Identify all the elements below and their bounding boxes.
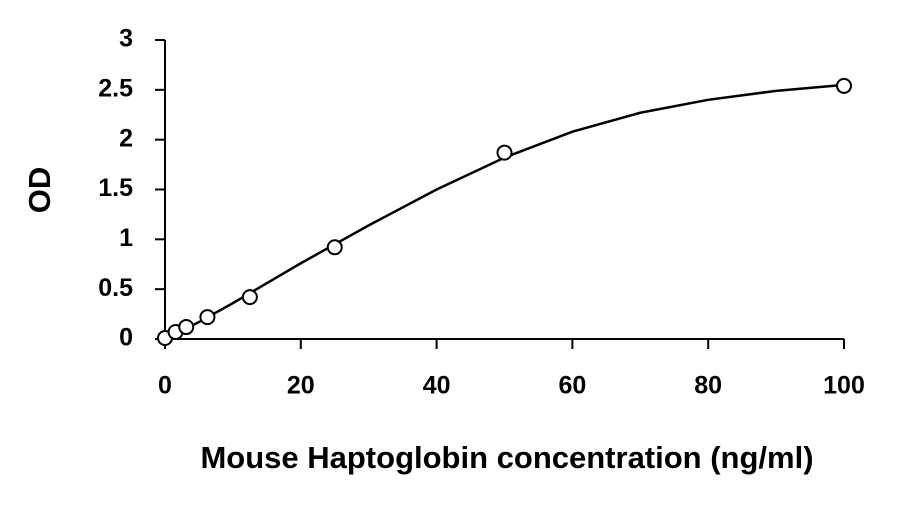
x-tick-label: 0 xyxy=(158,372,172,400)
data-point xyxy=(496,144,513,161)
y-tick-label: 1 xyxy=(119,224,133,252)
y-tick-label: 3 xyxy=(119,25,133,53)
y-tick-label: 2 xyxy=(119,124,133,152)
y-tick-label: 1.5 xyxy=(98,174,133,202)
y-tick-label: 2.5 xyxy=(98,74,133,102)
x-tick-label: 40 xyxy=(423,372,451,400)
data-point xyxy=(241,289,258,306)
x-axis-title: Mouse Haptoglobin concentration (ng/ml) xyxy=(200,440,813,475)
x-tick-label: 80 xyxy=(694,372,722,400)
x-tick-label: 100 xyxy=(823,372,865,400)
y-axis-title: OD xyxy=(22,167,57,214)
fit-curve xyxy=(164,83,845,341)
data-point xyxy=(326,239,343,256)
x-tick-label: 60 xyxy=(558,372,586,400)
y-tick-label: 0.5 xyxy=(98,274,133,302)
x-tick-label: 20 xyxy=(287,372,315,400)
data-point xyxy=(836,77,852,94)
data-point xyxy=(199,309,216,326)
data-point xyxy=(178,319,195,336)
y-tick-label: 0 xyxy=(119,324,133,352)
